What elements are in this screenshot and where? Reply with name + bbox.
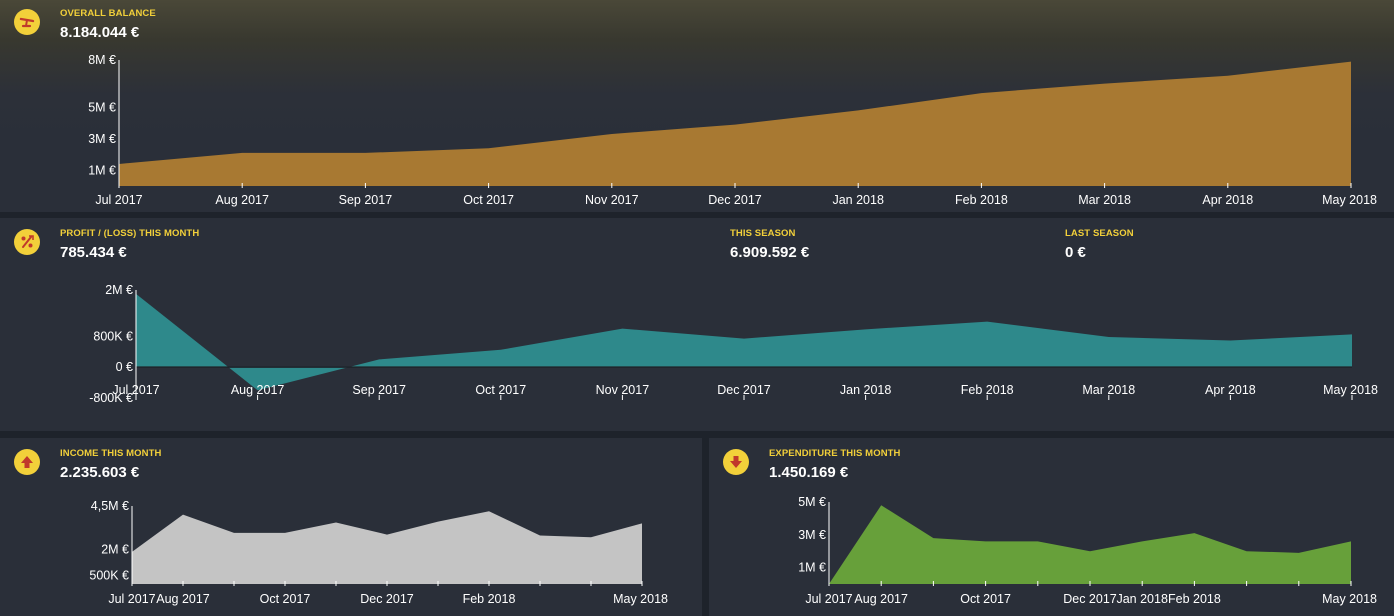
balance-x-tick-label: Nov 2017 [585,193,639,207]
balance-x-tick-label: Jul 2017 [95,193,142,207]
expenditure-x-tick-label: Oct 2017 [960,592,1011,606]
expenditure-panel: EXPENDITURE THIS MONTH 1.450.169 € 1M € 3… [709,438,1394,616]
profit-x-tick-label: Dec 2017 [717,383,771,397]
profit-x-tick-label: Jul 2017 [112,383,159,397]
balance-x-tick-label: Aug 2017 [215,193,269,207]
profit-loss-panel: PROFIT / (LOSS) THIS MONTH 785.434 € THI… [0,218,1394,431]
expenditure-label: EXPENDITURE THIS MONTH [769,448,901,459]
balance-x-tick-label: Dec 2017 [708,193,762,207]
profit-loss-chart: -800K € 0 € 800K € 2M € Jul 2017 Aug 2017 Sep … [89,283,1378,405]
income-x-tick-label: Oct 2017 [260,592,311,606]
balance-y-tick-label: 1M € [88,163,116,177]
income-x-tick-label: Aug 2017 [156,592,210,606]
arrow-up-icon [14,449,40,475]
income-area [132,511,642,584]
expenditure-y-tick-label: 3M € [798,528,826,542]
profit-x-tick-label: Sep 2017 [352,383,406,397]
expenditure-area [829,505,1351,584]
income-panel: INCOME THIS MONTH 2.235.603 € 500K € 2M €… [0,438,702,616]
balance-x-tick-label: Feb 2018 [955,193,1008,207]
balance-y-tick-label: 3M € [88,132,116,146]
income-value: 2.235.603 € [60,464,140,481]
income-x-tick-label: Feb 2018 [463,592,516,606]
profit-x-tick-label: Aug 2017 [231,383,285,397]
profit-x-tick-label: Feb 2018 [961,383,1014,397]
profit-x-tick-label: Apr 2018 [1205,383,1256,397]
overall-balance-chart: 1M € 3M € 5M € 8M € Jul 2017 Aug 2017 Sep 2017… [88,53,1377,207]
overall-balance-value: 8.184.044 € [60,24,140,41]
balance-x-tick-label: Sep 2017 [339,193,393,207]
percent-icon [14,229,40,255]
overall-balance-label: OVERALL BALANCE [60,8,156,19]
arrow-down-icon [723,449,749,475]
expenditure-x-tick-label: Dec 2017 [1063,592,1117,606]
expenditure-x-tick-label: Jul 2017 [805,592,852,606]
profit-x-tick-label: Oct 2017 [475,383,526,397]
expenditure-chart: 1M € 3M € 5M € Jul 2017 Aug 2017 Oct 2017 Dec … [798,495,1377,606]
profit-y-tick-label: 2M € [105,283,133,297]
last-season-label: LAST SEASON [1065,228,1134,239]
this-season-value: 6.909.592 € [730,244,810,261]
profit-y-tick-label: -800K € [89,391,133,405]
profit-area [136,293,1352,391]
profit-this-month-value: 785.434 € [60,244,127,261]
expenditure-value: 1.450.169 € [769,464,849,481]
profit-x-tick-label: May 2018 [1323,383,1378,397]
expenditure-x-tick-label: Feb 2018 [1168,592,1221,606]
income-y-tick-label: 4,5M € [91,499,129,513]
last-season-value: 0 € [1065,244,1086,261]
balance-x-tick-label: Apr 2018 [1202,193,1253,207]
profit-y-tick-label: 800K € [93,329,133,343]
income-x-tick-label: Jul 2017 [108,592,155,606]
balance-x-tick-label: May 2018 [1322,193,1377,207]
balance-x-tick-label: Oct 2017 [463,193,514,207]
balance-area [119,61,1351,187]
profit-x-tick-label: Mar 2018 [1082,383,1135,397]
balance-y-tick-label: 5M € [88,100,116,114]
income-label: INCOME THIS MONTH [60,448,162,459]
balance-x-tick-label: Jan 2018 [832,193,883,207]
income-x-tick-label: May 2018 [613,592,668,606]
expenditure-y-tick-label: 1M € [798,561,826,575]
balance-x-tick-label: Mar 2018 [1078,193,1131,207]
income-y-tick-label: 2M € [101,542,129,556]
scale-balance-icon [14,9,40,35]
this-season-label: THIS SEASON [730,228,796,239]
profit-x-tick-label: Jan 2018 [840,383,891,397]
expenditure-x-tick-label: Jan 2018 [1116,592,1167,606]
income-y-tick-label: 500K € [89,568,129,582]
profit-y-tick-label: 0 € [116,360,133,374]
expenditure-x-tick-label: May 2018 [1322,592,1377,606]
expenditure-x-tick-label: Aug 2017 [854,592,908,606]
profit-this-month-label: PROFIT / (LOSS) THIS MONTH [60,228,200,239]
profit-x-tick-label: Nov 2017 [596,383,650,397]
expenditure-y-tick-label: 5M € [798,495,826,509]
income-chart: 500K € 2M € 4,5M € Jul 2017 Aug 2017 Oct 2017… [89,499,668,606]
income-x-tick-label: Dec 2017 [360,592,414,606]
overall-balance-panel: OVERALL BALANCE 8.184.044 € 1M € 3M € 5M €… [0,0,1394,212]
balance-y-tick-label: 8M € [88,53,116,67]
